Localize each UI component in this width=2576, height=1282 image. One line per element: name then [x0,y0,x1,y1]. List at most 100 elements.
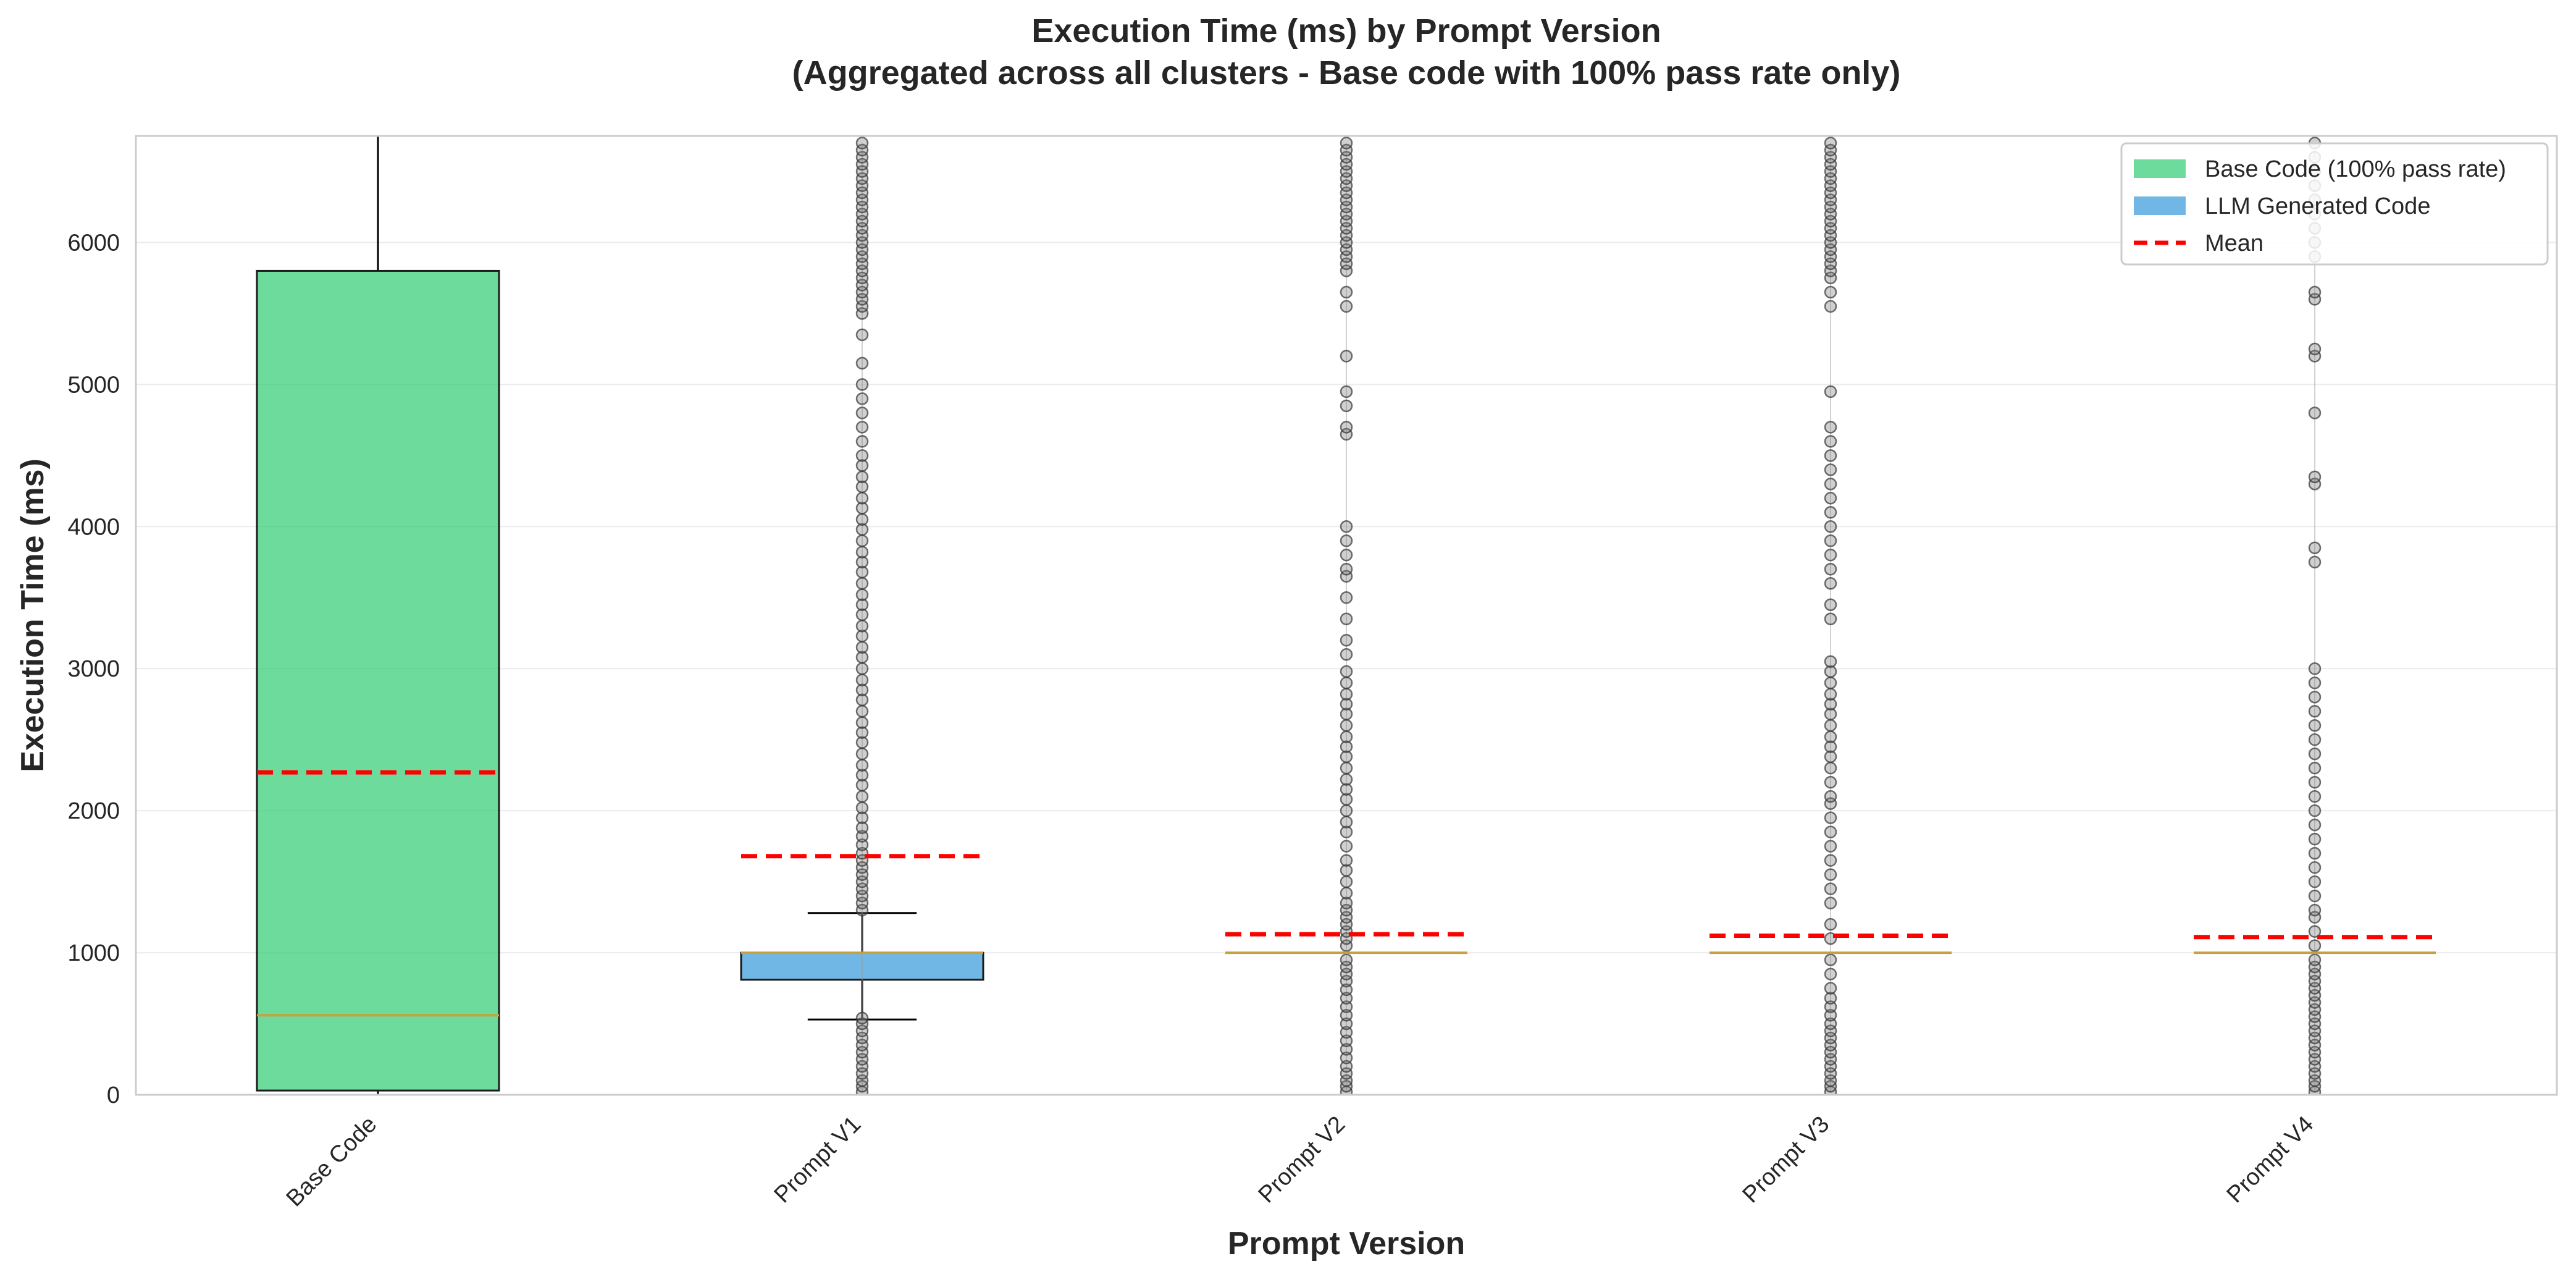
outlier-point [855,641,869,654]
outlier-point [1340,534,1353,547]
outlier-point [1824,982,1837,995]
legend-label-llm: LLM Generated Code [2205,193,2430,219]
outlier-point [855,598,869,612]
outlier-point [855,328,869,342]
legend-swatch-llm [2134,196,2186,215]
outlier-point [855,356,869,370]
outlier-point [1340,665,1353,678]
outlier-point [2308,939,2322,952]
outlier-point [855,608,869,622]
outlier-point [1824,730,1837,743]
outlier-point [1824,740,1837,753]
outlier-point [855,726,869,739]
outlier-point [855,704,869,718]
legend: Base Code (100% pass rate) LLM Generated… [2120,142,2549,266]
outlier-point [855,811,869,824]
outlier-point [2308,846,2322,860]
outlier-point [1340,983,1353,997]
outlier-point [2308,541,2322,555]
outlier-point [1824,549,1837,562]
outlier-point [855,449,869,462]
outlier-point [1824,285,1837,299]
outlier-point [1824,577,1837,590]
y-tick-label: 6000 [67,230,120,256]
outlier-point [1340,1034,1353,1047]
outlier-point [1340,676,1353,689]
outlier-point [1824,854,1837,867]
outlier-point [1824,840,1837,853]
outlier-point [1824,676,1837,689]
outlier-point [1824,300,1837,313]
outlier-point [1340,647,1353,661]
outlier-point [1340,1051,1353,1065]
outlier-point [1340,137,1353,150]
outlier-point [855,137,869,150]
outlier-point [855,1011,869,1025]
outlier-point [1340,421,1353,434]
y-tick-label: 5000 [67,372,120,398]
outlier-point [1824,707,1837,721]
outlier-point [1824,492,1837,505]
outlier-point [1824,750,1837,764]
plot-layer [256,136,2436,1095]
outlier-point [2308,903,2322,917]
outlier-point [1824,775,1837,789]
outlier-point [1824,520,1837,533]
outlier-point [2308,875,2322,888]
outlier-point [1824,449,1837,462]
outlier-point [855,801,869,814]
outlier-point [855,407,869,420]
outlier-point [855,546,869,559]
outlier-point [855,630,869,643]
y-tick-label: 4000 [67,514,120,540]
legend-label-mean: Mean [2205,230,2263,256]
outlier-point [1340,793,1353,806]
outlier-point [1340,385,1353,399]
outlier-point [1824,968,1837,980]
outlier-point [855,736,869,749]
outlier-point [1340,875,1353,888]
outlier-point [2308,818,2322,832]
x-axis-label: Prompt Version [1228,1226,1465,1262]
outlier-point [1340,1017,1353,1031]
outlier-point [2308,804,2322,817]
outlier-point [1824,463,1837,476]
outlier-point [1340,549,1353,562]
outlier-point [1824,688,1837,701]
outlier-point [1824,1000,1837,1013]
box-body [256,269,500,1092]
outlier-point [855,662,869,675]
plot-content [256,136,2436,1095]
y-tick-label: 3000 [67,656,120,682]
outlier-point [1340,840,1353,853]
outlier-point [855,821,869,834]
outlier-point [855,830,869,843]
outlier-point [1340,1000,1353,1013]
outlier-point [855,421,869,434]
outlier-point [1824,719,1837,732]
outlier-point [1340,399,1353,413]
outlier-point [855,565,869,579]
outlier-point [2308,925,2322,938]
outlier-point [2308,719,2322,732]
outlier-point [2308,342,2322,356]
outlier-point [1340,804,1353,817]
outlier-point [855,523,869,536]
outlier-point [855,747,869,761]
outlier-point [855,683,869,696]
outlier-point [2308,470,2322,484]
y-tick-label: 1000 [67,940,120,966]
outlier-point [1824,506,1837,519]
legend-swatch-base [2134,159,2186,178]
outlier-point [1824,137,1837,150]
outlier-point [855,769,869,782]
chart-title: Execution Time (ms) by Prompt Version [1031,12,1661,49]
outlier-point [1340,730,1353,743]
outlier-point [1340,707,1353,721]
outlier-point [855,378,869,391]
outlier-point [1824,1008,1837,1022]
chart-subtitle: (Aggregated across all clusters - Base c… [792,54,1901,91]
outlier-point [2308,704,2322,718]
outlier-point [1340,1008,1353,1022]
